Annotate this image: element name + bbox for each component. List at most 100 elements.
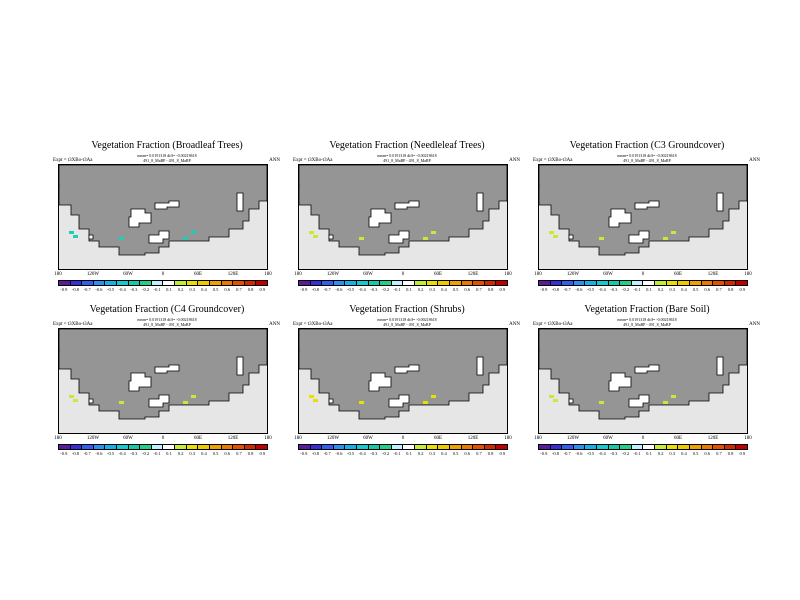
lat-label: 60S <box>299 257 300 261</box>
colorbar-label: -0.6 <box>575 451 583 456</box>
stats-text: mean= 0.0191318 diff= -0.00218618 491_8_M… <box>52 153 282 163</box>
colorbar-swatch <box>573 281 586 285</box>
anomaly-patch <box>431 231 436 234</box>
colorbar <box>538 444 748 450</box>
colorbar-swatch <box>655 445 667 449</box>
colorbar-swatch <box>608 445 621 449</box>
stats-line: mean= 0.0191318 diff= -0.00218618 <box>137 317 197 322</box>
lat-label: 60N <box>299 329 300 331</box>
colorbar-label: 0.5 <box>692 451 699 456</box>
colorbar-label: -0.3 <box>610 287 618 292</box>
colorbar-swatch <box>209 281 222 285</box>
lon-label: 120W <box>86 272 100 277</box>
colorbar-swatch <box>689 445 702 449</box>
map-panel: Vegetation Fraction (Bare Soil) mean= 0.0… <box>532 304 762 479</box>
colorbar-swatch <box>484 281 497 285</box>
colorbar-label: -0.5 <box>346 451 355 456</box>
colorbar-label: 0.6 <box>224 451 231 456</box>
colorbar <box>538 280 748 286</box>
island-outline <box>388 394 410 408</box>
colorbar-swatch <box>550 281 563 285</box>
colorbar-label: -0.1 <box>633 287 641 292</box>
anomaly-patch <box>73 235 78 238</box>
colorbar-label: -0.2 <box>621 451 630 456</box>
lon-label: 120E <box>467 272 479 277</box>
colorbar-swatch <box>461 445 474 449</box>
anomaly-patch <box>73 399 78 402</box>
colorbar-swatch <box>93 281 106 285</box>
anomaly-patch <box>599 401 604 404</box>
stats-line: 491_8_MaBP - 491_8_MaBP <box>383 322 431 327</box>
colorbar-swatch <box>345 445 358 449</box>
colorbar-label: -0.6 <box>335 287 343 292</box>
colorbar-swatch <box>438 281 450 285</box>
colorbar-label: 0.6 <box>464 451 471 456</box>
colorbar-swatch <box>713 281 725 285</box>
colorbar-label: -0.9 <box>300 451 308 456</box>
colorbar-swatch <box>643 445 656 449</box>
lon-label: 180 <box>264 436 272 441</box>
colorbar-label: 0.1 <box>166 451 172 456</box>
colorbar-label: -0.2 <box>621 287 630 292</box>
colorbar-swatch <box>299 281 311 285</box>
colorbar-label: -0.7 <box>323 451 331 456</box>
anomaly-patch <box>191 395 196 398</box>
colorbar-swatch <box>391 281 404 285</box>
land-mass <box>539 165 747 256</box>
map-area: 60N40N040S60S <box>58 164 268 270</box>
stats-text: mean= 0.0191318 diff= -0.00218618 491_8_M… <box>292 317 522 327</box>
colorbar-swatch <box>449 281 462 285</box>
season-label: ANN <box>509 158 520 163</box>
lon-label: 60E <box>433 436 443 441</box>
colorbar-label: -0.4 <box>118 287 126 292</box>
lon-label: 120W <box>566 272 580 277</box>
lon-label: 60W <box>123 436 133 441</box>
season-label: ANN <box>749 322 760 327</box>
island-outline <box>628 394 650 408</box>
lon-label: 60W <box>603 436 613 441</box>
lon-label: 0 <box>401 272 405 277</box>
colorbar-label: -0.6 <box>95 287 103 292</box>
colorbar-labels: -0.9 -0.8 -0.7 -0.6 -0.5 -0.4 -0.3 -0.2 -0.1 0.1 0… <box>538 451 748 456</box>
colorbar-swatch <box>175 281 187 285</box>
colorbar-swatch <box>701 445 714 449</box>
map-panel: Vegetation Fraction (C3 Groundcover) mean… <box>532 140 762 315</box>
colorbar-swatch <box>256 445 267 449</box>
island-outline <box>128 372 152 392</box>
island-outline <box>608 208 632 228</box>
colorbar-label: 0.9 <box>499 287 506 292</box>
anomaly-patch <box>191 231 196 234</box>
colorbar-label: 0.4 <box>201 451 207 456</box>
colorbar-label: -0.4 <box>598 451 606 456</box>
lon-label: 60E <box>673 436 683 441</box>
colorbar-label: 0.4 <box>681 451 687 456</box>
colorbar-label: 0.6 <box>464 287 471 292</box>
colorbar-swatch <box>244 445 257 449</box>
lon-label: 120W <box>86 436 100 441</box>
colorbar-swatch <box>299 445 311 449</box>
panel-title: Vegetation Fraction (C4 Groundcover) <box>89 304 245 315</box>
island-outline <box>628 230 650 244</box>
expt-label: Expt = t3XBo-t3Aa <box>293 158 333 163</box>
colorbar-swatch <box>724 281 737 285</box>
anomaly-patch <box>599 237 604 240</box>
colorbar-swatch <box>163 281 176 285</box>
colorbar-label: 0.1 <box>646 287 652 292</box>
island-outline <box>154 200 180 210</box>
anomaly-patch <box>423 401 428 404</box>
colorbar-swatch <box>221 445 234 449</box>
colorbar-label: 0.5 <box>212 287 219 292</box>
colorbar-swatch <box>186 281 199 285</box>
colorbar-swatch <box>701 281 714 285</box>
colorbar-swatch <box>221 281 234 285</box>
colorbar-label: -0.8 <box>71 287 80 292</box>
land-mass <box>59 329 267 420</box>
colorbar-swatch <box>105 445 118 449</box>
colorbar-label: -0.1 <box>153 287 161 292</box>
colorbar-swatch <box>539 445 551 449</box>
stats-text: mean= 0.0191318 diff= -0.00218618 491_8_M… <box>52 317 282 327</box>
colorbar-label: -0.8 <box>551 287 560 292</box>
island-outline <box>328 234 334 240</box>
anomaly-patch <box>663 401 668 404</box>
stats-line: mean= 0.0191318 diff= -0.00218618 <box>377 153 437 158</box>
